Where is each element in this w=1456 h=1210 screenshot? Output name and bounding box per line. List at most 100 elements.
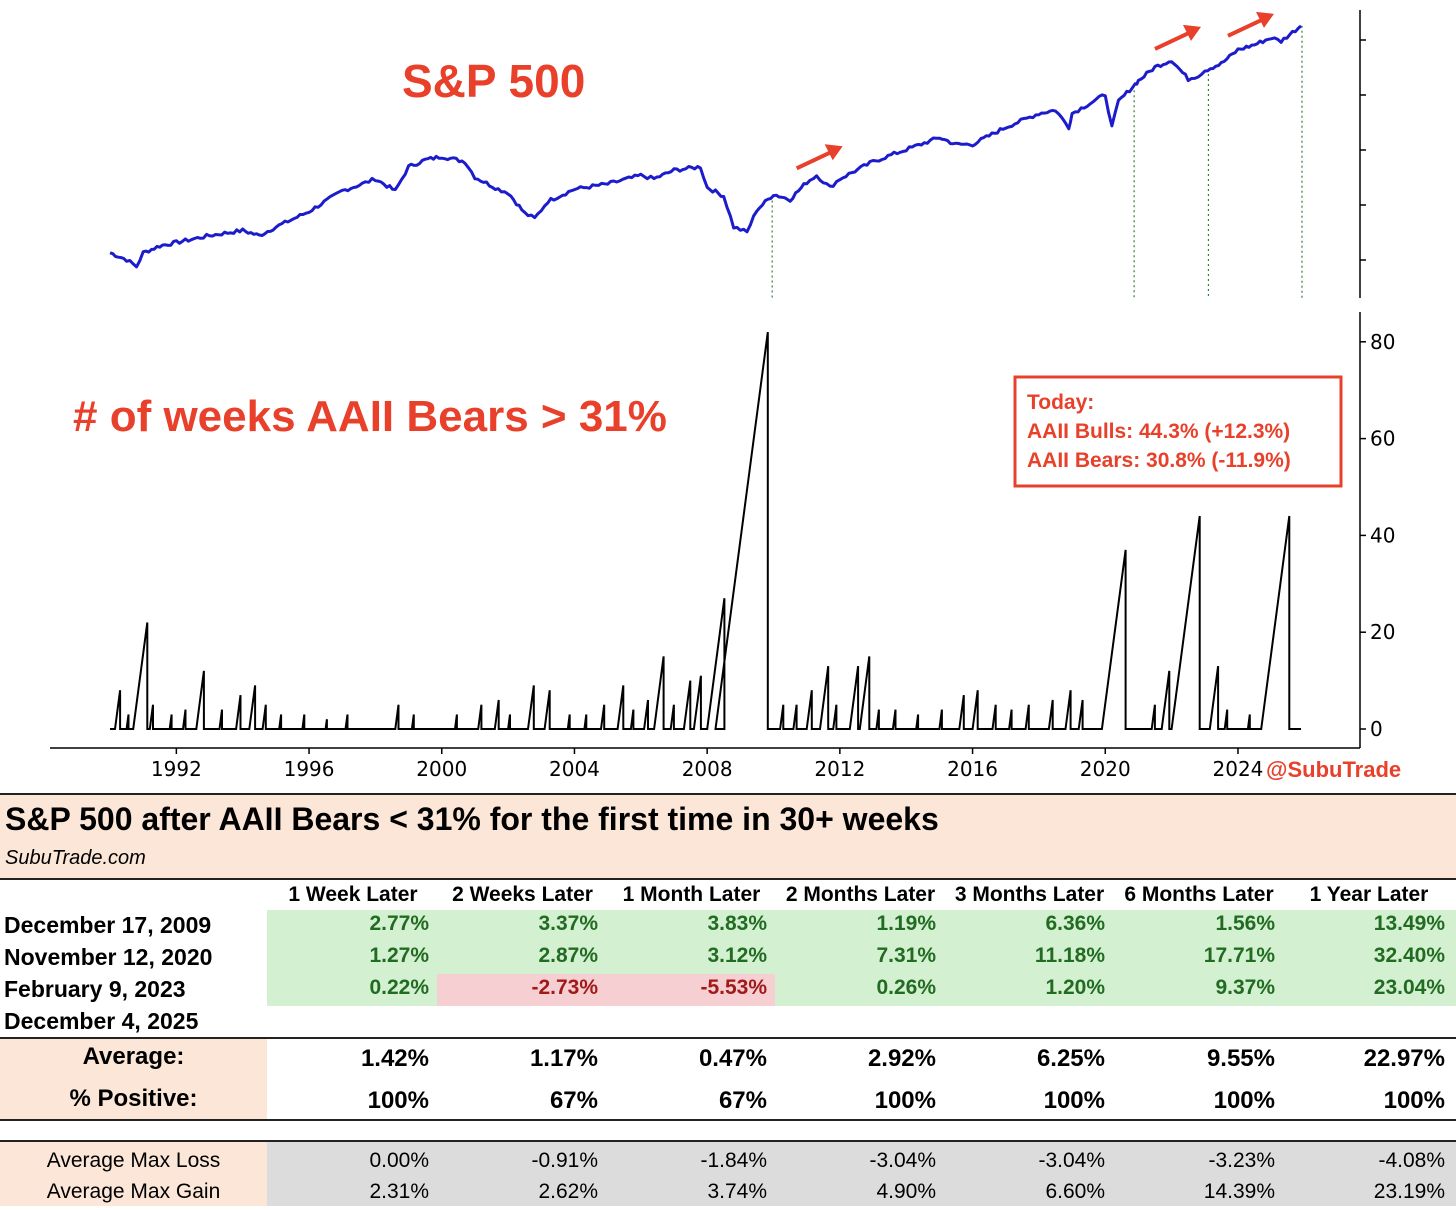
x-tick-label-1992: 1992 (151, 757, 202, 781)
average-value: 6.25% (1036, 1045, 1105, 1072)
column-header-4: 3 Months Later (954, 883, 1105, 906)
maxstats-label-fill (0, 1142, 267, 1206)
average-value: 1.42% (360, 1045, 429, 1072)
row-value: 1.19% (876, 912, 936, 935)
row-value: 1.27% (369, 944, 429, 967)
today-annotation: Today: AAII Bulls: 44.3% (+12.3%) AAII B… (1013, 375, 1343, 488)
negative-cell-fill (437, 974, 606, 1006)
positive-value: 100% (1043, 1087, 1105, 1114)
sp500-title: S&P 500 (402, 55, 585, 107)
summary-label-fill (0, 1039, 267, 1119)
sp500-line (109, 24, 1303, 269)
row-value: 0.26% (876, 976, 936, 999)
author-handle: @SubuTrade (1266, 757, 1401, 782)
column-header-0: 1 Week Later (288, 883, 418, 906)
trend-arrow-head (824, 144, 843, 161)
trend-arrow-0 (795, 144, 843, 171)
max-gain-value: 2.62% (538, 1180, 598, 1203)
max-loss-label: Average Max Loss (46, 1149, 221, 1172)
y-tick-label-0: 0 (1370, 717, 1383, 741)
x-tick-label-2016: 2016 (947, 757, 998, 781)
positive-cell-fill (437, 910, 606, 942)
summary-band (0, 1037, 1456, 1121)
table-title-band (0, 793, 1456, 880)
x-tick-label-2024: 2024 (1213, 757, 1264, 781)
x-tick-label-2000: 2000 (416, 757, 467, 781)
row-value: 6.36% (1045, 912, 1105, 935)
positive-cell-fill (267, 942, 437, 974)
positive-cell-fill (775, 942, 944, 974)
row-value: -5.53% (700, 976, 767, 999)
max-loss-value: 0.00% (369, 1149, 429, 1172)
row-date: December 17, 2009 (4, 912, 212, 938)
trend-arrow-shaft (1227, 18, 1263, 38)
positive-cell-fill (1113, 910, 1283, 942)
average-label: Average: (82, 1043, 185, 1070)
table-title: S&P 500 after AAII Bears < 31% for the f… (5, 801, 939, 837)
x-tick-label-2004: 2004 (549, 757, 600, 781)
positive-cell-fill (606, 910, 775, 942)
row-value: 17.71% (1203, 944, 1275, 967)
trend-arrow-shaft (1154, 31, 1190, 51)
average-value: 1.17% (529, 1045, 598, 1072)
max-gain-label: Average Max Gain (46, 1180, 221, 1203)
average-value: 0.47% (698, 1045, 767, 1072)
max-gain-value: 6.60% (1045, 1180, 1105, 1203)
positive-cell-fill (1113, 974, 1283, 1006)
positive-value: 100% (874, 1087, 936, 1114)
today-bulls: AAII Bulls: 44.3% (+12.3%) (1027, 420, 1290, 443)
x-tick-label-2020: 2020 (1080, 757, 1131, 781)
reference-lines (771, 25, 1303, 298)
positive-cell-fill (944, 910, 1113, 942)
maxstats-top-rule (0, 1140, 1456, 1142)
row-date: December 4, 2025 (4, 1008, 199, 1034)
positive-cell-fill (775, 974, 944, 1006)
today-bears: AAII Bears: 30.8% (-11.9%) (1027, 449, 1291, 472)
row-value: -2.73% (531, 976, 598, 999)
row-value: 13.49% (1373, 912, 1445, 935)
column-header-3: 2 Months Later (785, 883, 936, 906)
max-gain-value: 14.39% (1203, 1180, 1275, 1203)
y-tick-label-40: 40 (1370, 523, 1395, 547)
row-date: February 9, 2023 (4, 976, 186, 1002)
max-loss-value: -3.23% (1208, 1149, 1275, 1172)
column-header-1: 2 Weeks Later (452, 883, 593, 906)
row-value: 3.83% (707, 912, 767, 935)
positive-cell-fill (267, 910, 437, 942)
positive-cell-fill (437, 942, 606, 974)
positive-value: 67% (549, 1087, 598, 1114)
row-value: 0.22% (369, 976, 429, 999)
average-value: 2.92% (867, 1045, 936, 1072)
positive-value: 100% (1383, 1087, 1445, 1114)
max-loss-value: -1.84% (700, 1149, 767, 1172)
max-loss-value: -4.08% (1378, 1149, 1445, 1172)
row-value: 32.40% (1373, 944, 1445, 967)
negative-cell-fill (606, 974, 775, 1006)
positive-cell-fill (775, 910, 944, 942)
y-tick-label-80: 80 (1370, 330, 1395, 354)
y-axis-ticks: 0 20 40 60 80 (1360, 330, 1395, 741)
row-value: 2.87% (538, 944, 598, 967)
positive-cell-fill (944, 942, 1113, 974)
row-value: 2.77% (369, 912, 429, 935)
row-value: 1.56% (1215, 912, 1275, 935)
max-loss-value: -3.04% (869, 1149, 936, 1172)
max-gain-value: 2.31% (369, 1180, 429, 1203)
x-tick-label-1996: 1996 (284, 757, 335, 781)
bears-weeks-line (110, 331, 1301, 730)
column-header-2: 1 Month Later (622, 883, 761, 906)
positive-value: 100% (367, 1087, 429, 1114)
trend-arrows (795, 11, 1274, 171)
row-value: 7.31% (876, 944, 936, 967)
charts-area: S&P 500 # of weeks AAII Bears > 31% 0 20 4… (50, 10, 1401, 782)
trend-arrow-head (1255, 11, 1274, 28)
positive-cell-fill (1283, 910, 1456, 942)
bears-title: # of weeks AAII Bears > 31% (73, 392, 667, 441)
average-value: 22.97% (1363, 1045, 1445, 1072)
top-panel-ticks (1360, 39, 1366, 261)
today-box (1013, 375, 1343, 488)
x-axis-ticks: 1992 1996 2000 2004 2008 2012 2016 2020 2024 (151, 748, 1264, 781)
positive-cell-fill (1283, 942, 1456, 974)
positive-cell-fill (267, 974, 437, 1006)
positive-value: 100% (1213, 1087, 1275, 1114)
